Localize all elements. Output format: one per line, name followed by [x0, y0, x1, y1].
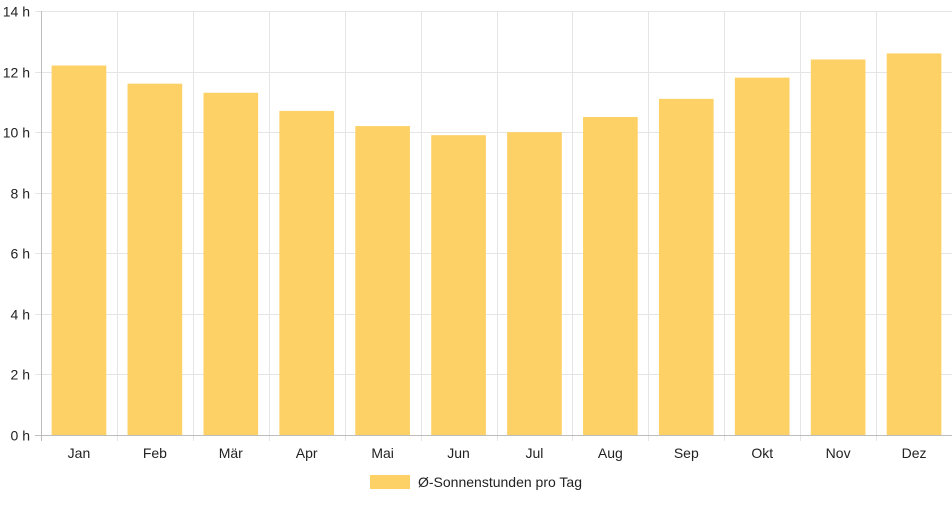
- x-axis-ticks: Jan Feb Mär Apr Mai Jun Jul Aug Sep Okt Nov Dez: [68, 445, 927, 461]
- bar-mär[interactable]: [203, 92, 259, 436]
- bar-jan[interactable]: [51, 65, 107, 435]
- bar-mai[interactable]: [355, 126, 410, 435]
- bars: [51, 53, 942, 436]
- y-tick-label: 8 h: [11, 186, 30, 202]
- y-tick-label: 4 h: [11, 307, 30, 323]
- bar-sep[interactable]: [658, 98, 714, 435]
- x-tick-label: Nov: [826, 445, 851, 461]
- x-tick-label: Mai: [371, 445, 394, 461]
- y-tick-label: 6 h: [11, 246, 30, 262]
- y-tick-label: 0 h: [11, 428, 30, 444]
- x-tick-label: Okt: [751, 445, 773, 461]
- legend-label[interactable]: Ø-Sonnenstunden pro Tag: [418, 474, 582, 490]
- bar-apr[interactable]: [279, 110, 335, 435]
- y-tick-label: 12 h: [3, 65, 30, 81]
- x-tick-label: Apr: [296, 445, 318, 461]
- bar-aug[interactable]: [583, 117, 638, 435]
- legend[interactable]: Ø-Sonnenstunden pro Tag: [370, 474, 582, 490]
- y-tick-label: 2 h: [11, 367, 30, 383]
- y-tick-label: 10 h: [3, 125, 30, 141]
- bar-okt[interactable]: [734, 77, 790, 435]
- y-tick-label: 14 h: [3, 4, 30, 20]
- bar-jul[interactable]: [507, 132, 562, 435]
- x-tick-label: Aug: [598, 445, 623, 461]
- x-tick-label: Jun: [447, 445, 470, 461]
- x-tick-label: Jan: [68, 445, 91, 461]
- x-tick-label: Dez: [902, 445, 927, 461]
- axes: [41, 11, 952, 436]
- y-axis-ticks: 0 h 2 h 4 h 6 h 8 h 10 h 12 h 14 h: [3, 4, 30, 444]
- bar-feb[interactable]: [127, 83, 183, 435]
- bar-dez[interactable]: [886, 53, 942, 436]
- bar-jun[interactable]: [431, 135, 486, 435]
- bar-nov[interactable]: [810, 59, 866, 435]
- legend-swatch[interactable]: [370, 475, 410, 489]
- x-tick-label: Sep: [674, 445, 699, 461]
- x-tick-label: Feb: [143, 445, 167, 461]
- x-tick-label: Jul: [526, 445, 544, 461]
- x-tick-label: Mär: [219, 445, 243, 461]
- grid-lines: [35, 11, 952, 441]
